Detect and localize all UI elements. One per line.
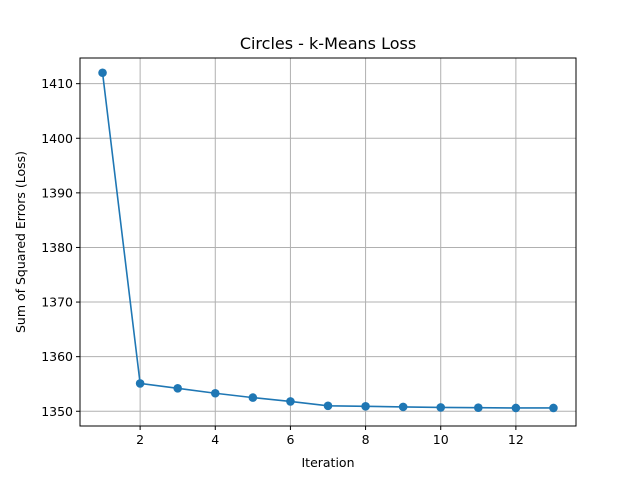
y-tick-label: 1400	[41, 131, 73, 146]
loss-point	[135, 379, 145, 388]
series-layer	[98, 68, 558, 413]
loss-point	[474, 403, 483, 413]
loss-point	[210, 388, 220, 398]
x-tick-label: 12	[508, 432, 524, 447]
loss-point	[286, 397, 295, 406]
grid-lines	[80, 58, 576, 426]
x-tick-label: 4	[211, 432, 219, 447]
y-axis-label: Sum of Squared Errors (Loss)	[13, 151, 28, 333]
loss-point	[511, 403, 521, 413]
loss-point	[549, 403, 558, 413]
y-axis-ticks: 1350 1360 1370 1380 1390 1400 1410	[41, 76, 80, 419]
y-tick-label: 1350	[41, 404, 73, 419]
loss-point	[248, 393, 258, 402]
x-axis-ticks: 2 4 6 8 10 12	[136, 426, 524, 447]
loss-line	[101, 72, 554, 409]
loss-point	[323, 401, 333, 411]
x-tick-label: 10	[433, 432, 449, 447]
chart-title: Circles - k-Means Loss	[240, 34, 416, 53]
y-tick-label: 1380	[41, 240, 73, 255]
x-tick-label: 8	[362, 432, 370, 447]
y-tick-label: 1360	[41, 349, 73, 364]
y-tick-label: 1390	[41, 185, 73, 200]
loss-point	[173, 384, 182, 393]
loss-point	[398, 402, 408, 412]
y-tick-label: 1410	[41, 76, 73, 91]
y-tick-label: 1370	[41, 295, 73, 310]
x-tick-label: 2	[136, 432, 144, 447]
x-axis-label: Iteration	[301, 455, 354, 470]
plot-frame	[79, 57, 577, 427]
x-tick-label: 6	[286, 432, 294, 447]
loss-point	[361, 402, 370, 411]
loss-point	[98, 68, 107, 78]
loss-point	[436, 403, 446, 412]
